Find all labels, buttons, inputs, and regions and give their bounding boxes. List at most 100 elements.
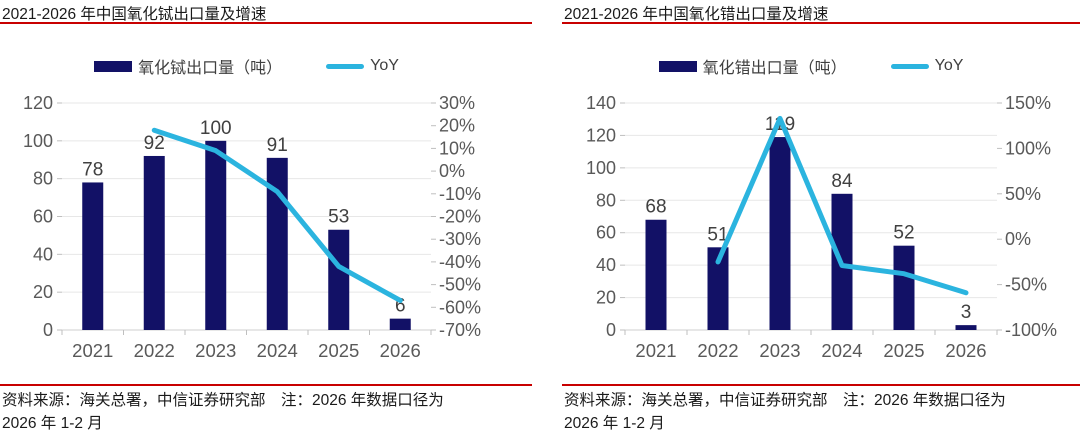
source-note: 资料来源：海关总署，中信证券研究部 注：2026 年数据口径为 2026 年 1… — [2, 389, 532, 435]
svg-text:52: 52 — [893, 223, 914, 244]
svg-text:-30%: -30% — [439, 229, 481, 249]
bars — [645, 137, 977, 330]
title-underline — [562, 22, 1080, 24]
source-note: 资料来源：海关总署，中信证券研究部 注：2026 年数据口径为 2026 年 1… — [564, 389, 1080, 435]
svg-text:-10%: -10% — [439, 184, 481, 204]
svg-text:-60%: -60% — [439, 297, 481, 317]
yoy-line — [151, 127, 403, 303]
svg-text:120: 120 — [586, 125, 616, 145]
svg-text:40: 40 — [596, 255, 616, 275]
bar-2023 — [205, 140, 227, 330]
bar-2021 — [82, 182, 104, 330]
axis-ticks — [620, 102, 1002, 335]
svg-text:150%: 150% — [1005, 93, 1051, 113]
svg-text:60: 60 — [596, 223, 616, 243]
svg-text:20%: 20% — [439, 116, 475, 136]
svg-text:0%: 0% — [439, 161, 465, 181]
svg-text:20: 20 — [596, 288, 616, 308]
svg-text:80: 80 — [33, 169, 53, 189]
bar-2021 — [645, 219, 667, 330]
bar-2025 — [328, 229, 350, 330]
svg-text:2025: 2025 — [883, 340, 924, 361]
bar-value-labels: 78 92 100 91 53 6 — [82, 118, 405, 317]
svg-text:40: 40 — [33, 244, 53, 264]
right-axis-labels: 30% 20%10% 0% -10% -20%-30% -40% -50%-60% -70% — [439, 93, 481, 340]
left-axis-labels: 0 20 40 60 80 100 120 — [23, 93, 53, 340]
source-divider — [562, 384, 1080, 386]
svg-text:2024: 2024 — [821, 340, 862, 361]
x-axis-labels: 2021 2022 2023 2024 2025 2026 — [635, 340, 986, 361]
legend: 氧化错出口量（吨） YoY — [625, 54, 997, 78]
yoy-line — [715, 115, 969, 296]
svg-text:0: 0 — [43, 320, 53, 340]
svg-text:-50%: -50% — [439, 275, 481, 295]
legend-bar-label: 氧化铽出口量（吨） — [138, 60, 283, 77]
svg-text:140: 140 — [586, 93, 616, 113]
legend-line-swatch — [890, 63, 929, 69]
chart-panel-right: 2021-2026 年中国氧化错出口量及增速 氧化错出口量（吨） YoY 68 5… — [562, 0, 1080, 442]
svg-text:80: 80 — [596, 190, 616, 210]
svg-text:-40%: -40% — [439, 252, 481, 272]
svg-text:-70%: -70% — [439, 320, 481, 340]
x-axis-labels: 2021 2022 2023 2024 2025 2026 — [72, 340, 421, 361]
svg-text:2021: 2021 — [635, 340, 676, 361]
svg-text:0: 0 — [606, 320, 616, 340]
svg-text:2022: 2022 — [697, 340, 738, 361]
bar-2025 — [893, 245, 915, 330]
svg-text:50%: 50% — [1005, 184, 1041, 204]
svg-text:2021: 2021 — [72, 340, 113, 361]
source-line2: 2026 年 1-2 月 — [2, 415, 103, 432]
legend-bar-label: 氧化错出口量（吨） — [702, 60, 847, 77]
gridlines — [62, 102, 431, 331]
svg-text:-100%: -100% — [1005, 320, 1057, 340]
svg-text:0%: 0% — [1005, 229, 1031, 249]
svg-text:2023: 2023 — [195, 340, 236, 361]
bar-2022 — [707, 247, 729, 330]
svg-text:2024: 2024 — [257, 340, 298, 361]
axis-ticks — [57, 102, 436, 335]
source-divider — [0, 384, 532, 386]
svg-text:100: 100 — [586, 158, 616, 178]
svg-text:6: 6 — [395, 296, 406, 317]
svg-text:92: 92 — [144, 133, 165, 154]
svg-text:-50%: -50% — [1005, 275, 1047, 295]
svg-text:68: 68 — [645, 197, 666, 218]
svg-text:2026: 2026 — [945, 340, 986, 361]
bar-2023 — [769, 137, 791, 330]
legend-line-swatch — [326, 63, 365, 69]
svg-text:60: 60 — [33, 207, 53, 227]
left-axis-labels: 0 20 40 60 80 100 120 140 — [586, 93, 616, 340]
bar-2026 — [389, 318, 411, 330]
legend: 氧化铽出口量（吨） YoY — [62, 54, 431, 78]
chart-title: 2021-2026 年中国氧化错出口量及增速 — [564, 6, 829, 23]
gridlines — [625, 102, 997, 331]
svg-text:-20%: -20% — [439, 207, 481, 227]
svg-text:2025: 2025 — [318, 340, 359, 361]
svg-text:2023: 2023 — [759, 340, 800, 361]
right-axis-labels: 150% 100% 50% 0% -50% -100% — [1005, 93, 1057, 340]
source-line1: 资料来源：海关总署，中信证券研究部 注：2026 年数据口径为 — [564, 392, 1006, 409]
svg-text:3: 3 — [961, 302, 972, 323]
svg-text:2026: 2026 — [380, 340, 421, 361]
legend-line-label: YoY — [934, 57, 964, 74]
bar-2022 — [143, 155, 165, 330]
legend-line-label: YoY — [370, 57, 399, 74]
svg-text:84: 84 — [831, 171, 853, 192]
svg-text:91: 91 — [267, 135, 288, 156]
svg-text:100: 100 — [23, 131, 53, 151]
svg-text:51: 51 — [707, 224, 728, 245]
svg-text:10%: 10% — [439, 138, 475, 158]
legend-bar-swatch — [658, 60, 697, 72]
svg-text:120: 120 — [23, 93, 53, 113]
bar-2026 — [955, 325, 977, 330]
svg-text:20: 20 — [33, 282, 53, 302]
svg-text:100%: 100% — [1005, 138, 1051, 158]
svg-text:2022: 2022 — [134, 340, 175, 361]
legend-bar-swatch — [94, 60, 133, 72]
source-line2: 2026 年 1-2 月 — [564, 415, 665, 432]
source-line1: 资料来源：海关总署，中信证券研究部 注：2026 年数据口径为 — [2, 392, 444, 409]
